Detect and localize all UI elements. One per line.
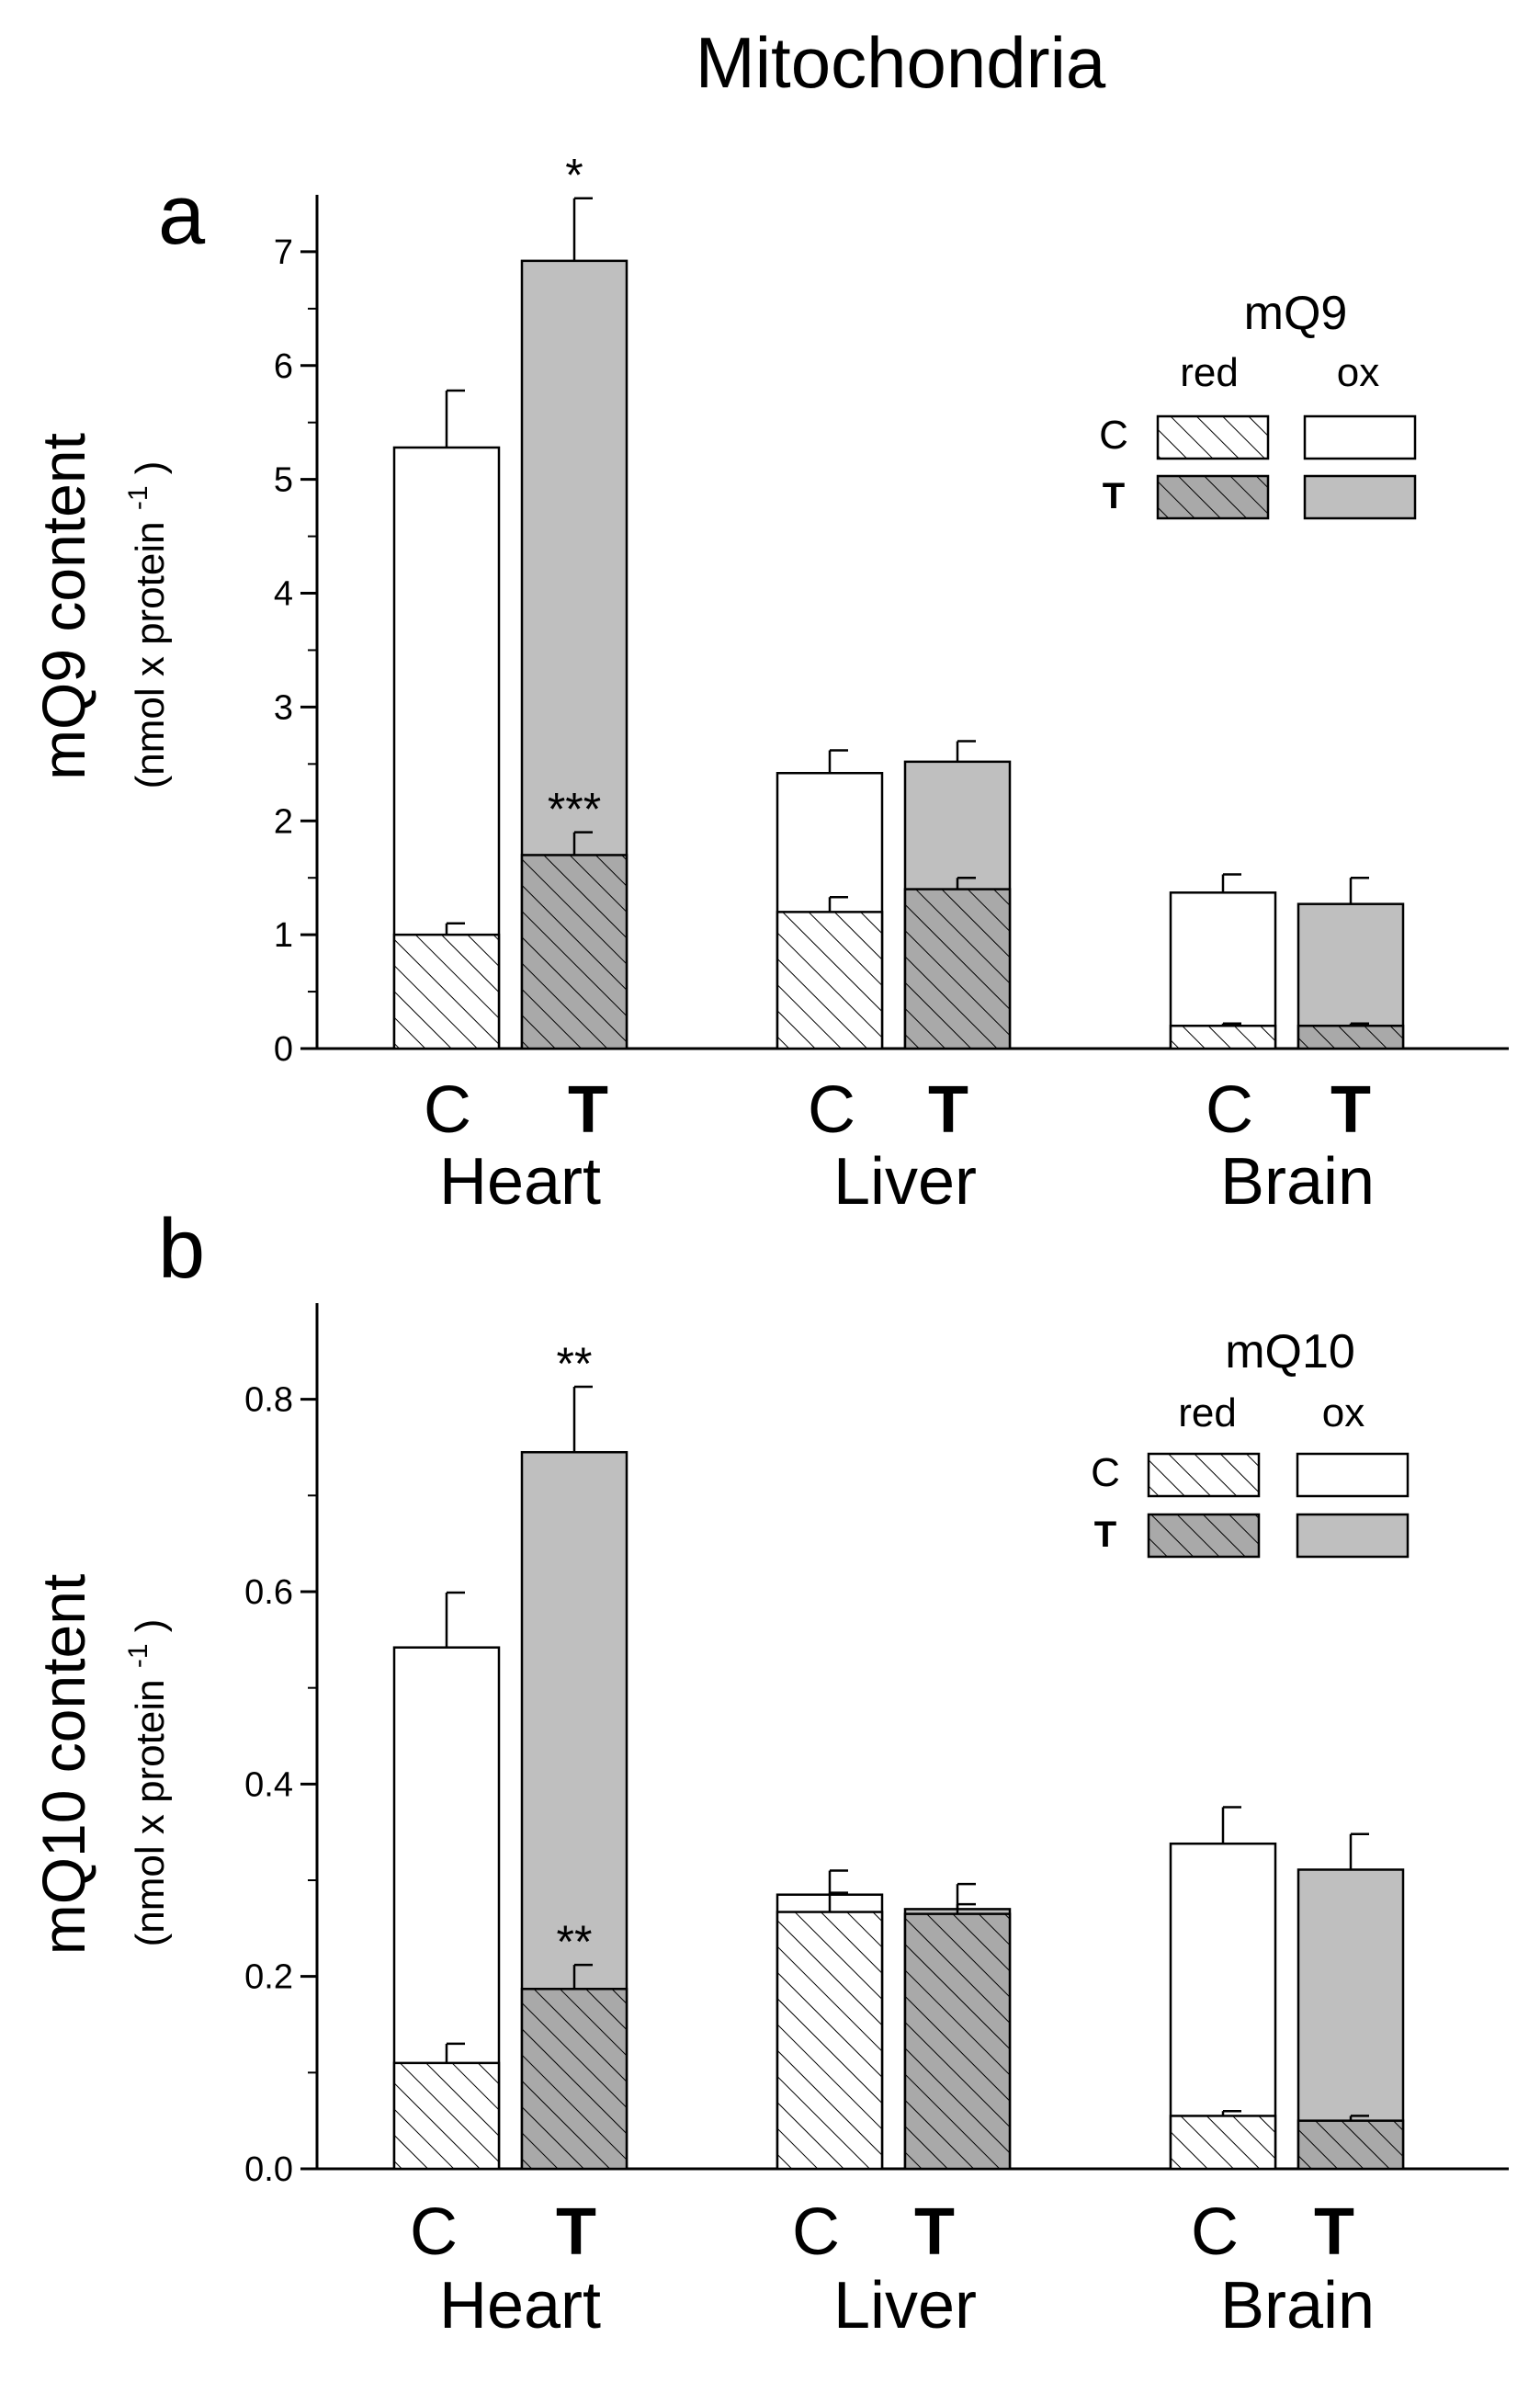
- y-axis-label: mQ10 content: [29, 1574, 97, 1956]
- x-category-label: C: [424, 1073, 471, 1147]
- bar-red-liver-c: [776, 911, 884, 1050]
- y-tick-label: 4: [274, 575, 293, 614]
- x-category-label: C: [792, 2195, 840, 2269]
- x-category-label: T: [556, 2195, 596, 2269]
- y-axis-units: (nmol x protein -1 ): [123, 461, 173, 789]
- y-axis-units-text: (nmol x protein: [128, 510, 173, 788]
- bar-red-brain-c: [1169, 2115, 1277, 2171]
- x-category-label: C: [1191, 2195, 1239, 2269]
- y-tick-label: 0.0: [244, 2150, 293, 2189]
- x-group-label: Liver: [833, 1145, 977, 1219]
- legend-swatch-ox-treated: [1296, 1513, 1410, 1559]
- y-axis-units-superscript: -1: [123, 485, 153, 510]
- legend-title: mQ10: [1225, 1325, 1355, 1378]
- legend-column-red: red: [1180, 350, 1239, 395]
- legend-swatch-red-control: [1147, 1452, 1261, 1498]
- legend-row-control: C: [1091, 1450, 1120, 1495]
- x-group-label: Brain: [1220, 2269, 1375, 2342]
- bar-red-heart-c: [392, 2061, 501, 2171]
- bar-red-heart-c: [392, 933, 501, 1050]
- legend-row-treated: T: [1103, 476, 1125, 516]
- y-tick-label: 0: [274, 1030, 293, 1069]
- legend-row-control: C: [1099, 413, 1128, 458]
- significance-red: ***: [548, 784, 601, 835]
- legend-swatch-red-control: [1156, 414, 1270, 460]
- x-category-label: C: [808, 1073, 855, 1147]
- y-tick-label: 0.6: [244, 1573, 293, 1612]
- y-tick-label: 7: [274, 233, 293, 272]
- x-category-label: T: [1331, 1073, 1371, 1147]
- x-category-label: T: [928, 1073, 968, 1147]
- legend-swatch-red-treated: [1156, 474, 1270, 520]
- x-category-label: C: [1206, 1073, 1253, 1147]
- x-category-label: T: [568, 1073, 608, 1147]
- y-tick-label: 1: [274, 916, 293, 955]
- legend-column-red: red: [1178, 1390, 1237, 1435]
- legend-swatch-red-treated: [1147, 1513, 1261, 1559]
- panel-letter: a: [158, 168, 206, 262]
- y-axis-units-close: ): [128, 1619, 173, 1644]
- x-group-label: Liver: [833, 2269, 977, 2342]
- y-tick-label: 0.2: [244, 1958, 293, 1997]
- y-tick-label: 5: [274, 461, 293, 500]
- x-category-label: C: [410, 2195, 458, 2269]
- bar-red-liver-c: [776, 1911, 884, 2171]
- significance-total: **: [557, 1338, 593, 1390]
- panel-b: b 0.0 0.2 0.4 0.6 0.8 mQ10 content (nmol x prot…: [29, 1202, 1509, 2342]
- x-group-label: Heart: [439, 2269, 601, 2342]
- y-axis-units-text: (nmol x protein: [128, 1668, 173, 1946]
- significance-total: *: [565, 150, 583, 201]
- panel-letter: b: [158, 1202, 205, 1296]
- y-axis-units: (nmol x protein -1 ): [123, 1619, 173, 1947]
- legend-swatch-ox-control: [1303, 414, 1417, 460]
- y-axis-units-close: ): [128, 461, 173, 486]
- x-group-label: Heart: [439, 1145, 601, 1219]
- bar-red-brain-c: [1169, 1024, 1277, 1050]
- figure-title: Mitochondria: [696, 22, 1106, 103]
- y-axis-label: mQ9 content: [29, 433, 97, 780]
- bar-red-heart-t: [520, 1988, 628, 2171]
- legend-swatch-ox-control: [1296, 1452, 1410, 1498]
- bar-red-liver-t: [903, 1912, 1012, 2171]
- bar-red-brain-t: [1297, 1024, 1405, 1050]
- x-category-label: T: [914, 2195, 955, 2269]
- bar-red-heart-t: [520, 854, 628, 1050]
- legend-column-ox: ox: [1337, 350, 1379, 395]
- legend-swatch-ox-treated: [1303, 474, 1417, 520]
- bar-red-brain-t: [1297, 2119, 1405, 2171]
- x-category-label: T: [1314, 2195, 1354, 2269]
- y-tick-label: 3: [274, 688, 293, 727]
- legend-column-ox: ox: [1322, 1390, 1364, 1435]
- x-group-label: Brain: [1220, 1145, 1375, 1219]
- legend-row-treated: T: [1094, 1514, 1116, 1555]
- legend-title: mQ9: [1244, 287, 1348, 340]
- y-tick-label: 2: [274, 802, 293, 841]
- y-tick-label: 0.8: [244, 1381, 293, 1420]
- bar-red-liver-t: [903, 888, 1012, 1050]
- y-axis-units-superscript: -1: [123, 1643, 153, 1668]
- significance-red: **: [557, 1916, 593, 1968]
- panel-a: a 0 1 2 3 4 5 6 7 mQ9 content (nmol x protein -1 )…: [29, 150, 1509, 1219]
- y-tick-label: 0.4: [244, 1765, 293, 1804]
- y-tick-label: 6: [274, 347, 293, 386]
